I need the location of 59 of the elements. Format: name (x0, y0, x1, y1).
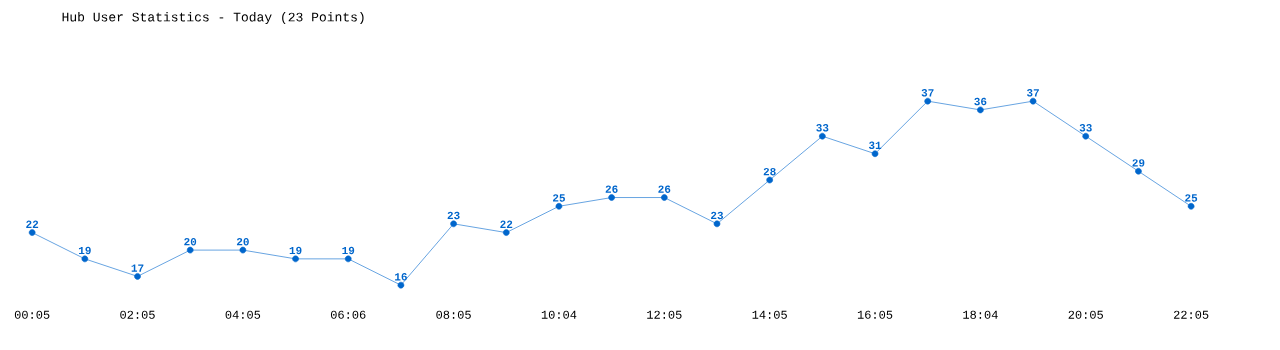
data-label: 23 (447, 211, 460, 220)
data-label: 19 (289, 246, 302, 255)
x-tick-label: 22:05 (1173, 310, 1209, 319)
data-label: 33 (816, 124, 829, 132)
data-label: 26 (658, 185, 671, 193)
point (819, 132, 826, 140)
data-label: 23 (711, 211, 724, 220)
x-tick-label: 02:05 (120, 310, 155, 319)
data-label: 19 (78, 246, 91, 255)
data-label: 28 (763, 167, 776, 176)
point (977, 106, 984, 114)
data-label: 22 (500, 220, 513, 228)
point (1082, 132, 1090, 140)
point (134, 273, 141, 280)
data-label: 25 (1185, 194, 1198, 202)
data-label: 33 (1079, 124, 1092, 132)
point (1135, 167, 1142, 175)
point (344, 255, 352, 263)
x-tick-label: 04:05 (225, 310, 261, 319)
data-label: 20 (184, 238, 197, 246)
x-tick-label: 06:06 (330, 310, 366, 319)
point (450, 220, 457, 228)
point (713, 220, 721, 228)
point (871, 150, 879, 158)
point (28, 229, 36, 236)
point (292, 255, 299, 263)
x-tick-label: 00:05 (14, 310, 50, 319)
point (766, 176, 773, 184)
x-tick-label: 18:04 (963, 310, 998, 319)
data-label: 26 (605, 185, 618, 193)
point (239, 246, 247, 254)
point (397, 281, 405, 289)
data-label: 31 (868, 141, 882, 150)
point (924, 97, 932, 105)
point (661, 194, 668, 201)
data-label: 20 (236, 238, 249, 246)
x-tick-label: 12:05 (647, 310, 682, 319)
point (502, 229, 510, 236)
data-label: 19 (342, 246, 355, 255)
data-label: 36 (974, 97, 987, 106)
point (186, 246, 194, 254)
x-tick-label: 08:05 (436, 310, 471, 319)
x-tick-label: 16:05 (857, 310, 893, 319)
point (81, 255, 89, 263)
data-label: 25 (553, 194, 565, 202)
data-label: 16 (395, 273, 407, 281)
x-tick-label: 20:05 (1068, 310, 1103, 319)
data-label: 37 (1026, 89, 1039, 97)
data-label: 22 (26, 220, 39, 228)
point (555, 202, 563, 210)
point (608, 194, 615, 201)
point (1187, 202, 1195, 210)
data-label: 29 (1132, 159, 1145, 167)
chart-title: Hub User Statistics - Today (23 Points) (62, 11, 364, 25)
data-label: 17 (131, 264, 144, 272)
x-tick-label: 14:05 (752, 310, 787, 319)
data-label: 37 (921, 89, 934, 97)
x-tick-label: 10:04 (541, 310, 577, 319)
point (1029, 97, 1037, 105)
